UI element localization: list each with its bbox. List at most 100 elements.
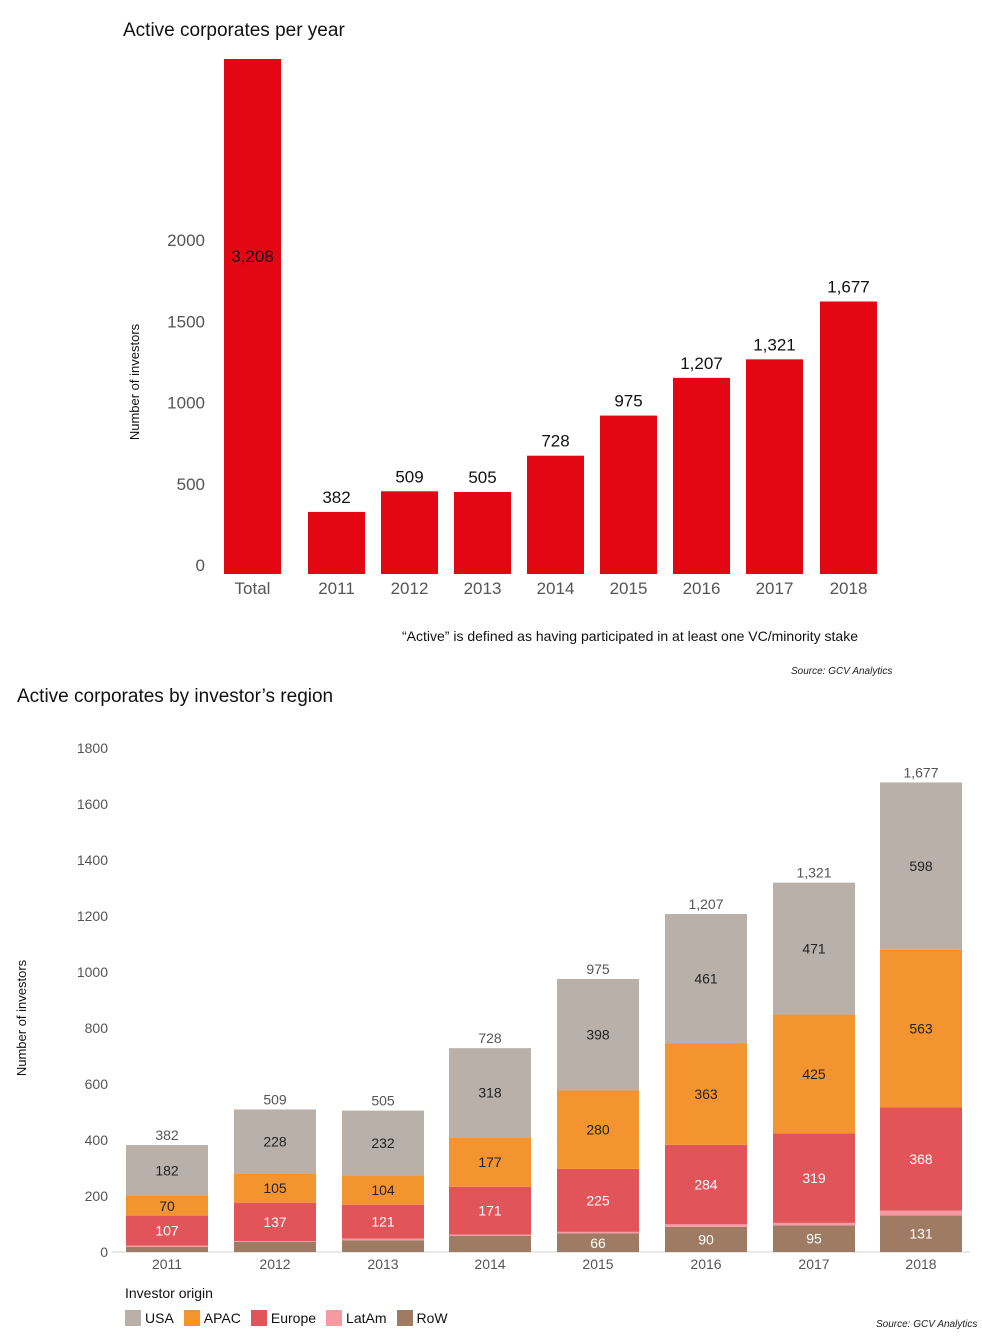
chart2-x-tick-label: 2013	[367, 1256, 398, 1272]
chart1-x-tick-label: 2011	[318, 579, 355, 598]
legend-item-row: RoW	[396, 1310, 448, 1326]
chart2-total-label: 975	[586, 961, 610, 977]
chart2-x-tick-label: 2018	[905, 1256, 936, 1272]
chart2-bar-segment-usa	[234, 1109, 316, 1174]
chart2-source: Source: GCV Analytics	[876, 1319, 978, 1330]
chart2-segment-label: 318	[478, 1085, 502, 1101]
chart2-segment-label: 121	[371, 1214, 395, 1230]
chart2-total-label: 728	[478, 1030, 502, 1046]
chart2-x-tick-label: 2012	[259, 1256, 290, 1272]
chart2-segment-label: 280	[586, 1122, 610, 1138]
chart2-segment-label: 131	[909, 1226, 933, 1242]
chart2-bar-segment-europe	[557, 1168, 639, 1232]
legend-label: USA	[145, 1310, 174, 1326]
chart2-segment-label: 471	[802, 941, 826, 957]
chart2-bar-segment-row	[557, 1233, 639, 1252]
chart2-total-label: 509	[263, 1091, 287, 1107]
chart2-bar-segment-latam	[234, 1241, 316, 1242]
chart2-y-tick-label: 1600	[77, 796, 108, 812]
chart1-data-label: 509	[395, 467, 423, 486]
chart1-y-tick-label: 1500	[167, 312, 205, 331]
chart2-plot: 0 200 400 600 800 1000 1200 1400 1600 1800 Number …	[14, 740, 970, 1272]
chart2-segment-label: 104	[371, 1182, 395, 1198]
chart1-source: Source: GCV Analytics	[791, 666, 893, 677]
chart2-segment-label: 70	[159, 1198, 175, 1214]
chart2-total-label: 505	[371, 1093, 395, 1109]
chart2-segment-label: 107	[155, 1223, 179, 1239]
chart2-segment-label: 177	[478, 1154, 502, 1170]
chart1-data-label: 728	[541, 432, 569, 451]
legend-label: LatAm	[346, 1310, 387, 1326]
legend-item-europe: Europe	[250, 1310, 316, 1326]
chart2-bar-segment-latam	[342, 1238, 424, 1241]
chart2-bar-segment-apac	[880, 949, 962, 1108]
chart2-segment-label: 225	[586, 1192, 610, 1208]
chart1-plot: 0 500 1000 1500 2000 Number of investors 3,208…	[127, 59, 877, 598]
chart2-segment-label: 368	[909, 1151, 933, 1167]
legend-swatch	[250, 1310, 267, 1326]
chart1-bar	[454, 491, 511, 574]
chart2-segment-label: 137	[263, 1214, 287, 1230]
legend: USA APAC Europe LatAm RoW	[125, 1310, 448, 1326]
chart1-bar	[820, 301, 877, 574]
legend-swatch	[326, 1310, 343, 1326]
chart2-segment-label: 105	[263, 1180, 287, 1196]
chart2-segment-label: 232	[371, 1135, 395, 1151]
chart1-y-tick-label: 1000	[167, 394, 205, 413]
chart2-bar-segment-europe	[342, 1204, 424, 1239]
chart2-y-axis-label: Number of investors	[14, 959, 29, 1076]
chart1-x-tick-label: 2012	[391, 579, 429, 598]
chart2-bar-segment-usa	[449, 1048, 531, 1138]
chart1-data-label: 382	[322, 488, 350, 507]
chart2-segment-label: 284	[694, 1177, 718, 1193]
chart1-x-tick-label: 2014	[537, 579, 575, 598]
chart2-total-label: 1,321	[796, 865, 831, 881]
chart2-bar-segment-latam	[449, 1234, 531, 1236]
chart1-title: Active corporates per year	[123, 20, 345, 41]
chart1-bar	[600, 415, 657, 574]
chart1-x-tick-label: 2016	[683, 579, 721, 598]
chart1-x-tick-label: 2015	[610, 579, 648, 598]
chart2-bar-segment-apac	[665, 1043, 747, 1145]
chart2-bar-segment-usa	[880, 782, 962, 950]
chart2-x-tick-label: 2014	[474, 1256, 505, 1272]
chart2-bar-segment-latam	[880, 1210, 962, 1216]
legend-swatch	[183, 1310, 200, 1326]
legend-item-latam: LatAm	[326, 1310, 387, 1326]
chart1-x-tick-label: 2017	[756, 579, 794, 598]
chart2-segment-label: 563	[909, 1021, 933, 1037]
chart2-bar-segment-europe	[234, 1202, 316, 1242]
chart2-bar-segment-apac	[234, 1173, 316, 1203]
chart1-x-tick-label: 2018	[830, 579, 868, 598]
chart1-y-tick-label: 0	[196, 556, 205, 575]
legend-label: APAC	[203, 1310, 241, 1326]
chart1-data-label: 1,677	[827, 277, 870, 296]
chart1-bar	[746, 359, 803, 574]
chart2-y-tick-label: 400	[85, 1132, 109, 1148]
chart2-segment-label: 95	[806, 1231, 822, 1247]
chart2-bar-segment-row	[234, 1241, 316, 1252]
chart2-segment-label: 66	[590, 1235, 606, 1251]
chart2-bar-segment-row	[342, 1240, 424, 1252]
chart2-segment-label: 319	[802, 1170, 826, 1186]
chart2-bar-segment-row	[126, 1246, 208, 1252]
chart2-segment-label: 363	[694, 1086, 718, 1102]
legend-swatch	[396, 1310, 413, 1326]
chart2-x-tick-label: 2017	[798, 1256, 829, 1272]
legend-swatch	[125, 1310, 141, 1326]
chart1-data-label: 975	[614, 392, 642, 411]
chart2-bar-segment-europe	[880, 1107, 962, 1211]
chart2-y-tick-label: 600	[85, 1076, 109, 1092]
chart2-y-tick-label: 1200	[77, 908, 108, 924]
chart2-bar-segment-latam	[126, 1245, 208, 1247]
chart2-bar-segment-usa	[665, 914, 747, 1044]
chart2-y-tick-label: 1000	[77, 964, 108, 980]
chart2-bar-segment-apac	[773, 1014, 855, 1134]
chart1-data-label: 1,321	[753, 335, 796, 354]
chart2-bar-segment-europe	[773, 1133, 855, 1223]
chart2-x-tick-label: 2016	[690, 1256, 721, 1272]
chart1-data-label: 505	[468, 468, 496, 487]
chart2-segment-label: 228	[263, 1133, 287, 1149]
chart2-total-label: 382	[155, 1127, 179, 1143]
chart2-bar-segment-row	[880, 1215, 962, 1252]
